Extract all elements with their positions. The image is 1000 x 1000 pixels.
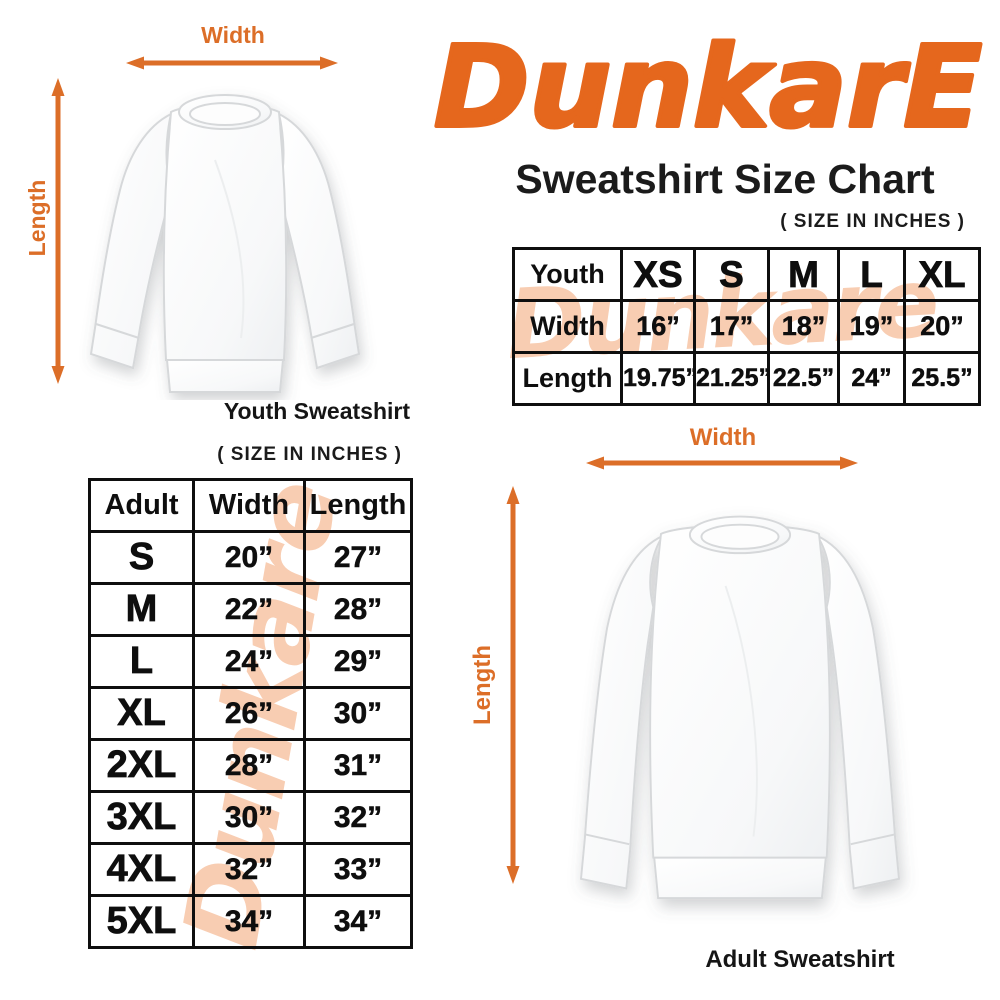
youth-value-cell: 24” <box>837 351 906 406</box>
youth-size-table-body: Youth XS S M L XL Width 16” 17” 18” 19” 20” Length 19… <box>512 247 981 406</box>
adult-size-table-body: Adult Width Length S 20” 27” M 22” 28” L 24” 29” XL 2… <box>88 478 413 949</box>
youth-size-table: Youth XS S M L XL Width 16” 17” 18” 19” 20” Length 19… <box>512 247 981 406</box>
adult-value-cell: 27” <box>303 530 413 585</box>
adult-size-label-cell: XL <box>88 686 195 741</box>
youth-value-cell: 16” <box>620 299 696 354</box>
youth-value-cell: 22.5” <box>767 351 840 406</box>
youth-length-label: Length <box>24 179 50 257</box>
adult-size-label-cell: 4XL <box>88 842 195 897</box>
youth-row-label-cell: Length <box>512 351 623 406</box>
youth-sweatshirt-image <box>89 94 361 393</box>
youth-width-row: Width 16” 17” 18” 19” 20” <box>512 299 981 354</box>
adult-header-cell: Adult <box>88 478 195 533</box>
adult-sweatshirt-image <box>579 515 901 900</box>
adult-sweatshirt-caption: Adult Sweatshirt <box>705 946 895 973</box>
youth-header-row: Youth XS S M L XL <box>512 247 981 302</box>
adult-value-cell: 34” <box>303 894 413 949</box>
adult-length-arrow-icon <box>506 486 520 884</box>
youth-value-cell: 19.75” <box>620 351 696 406</box>
dunkare-logo: DunkarE <box>432 21 984 155</box>
adult-size-row: S 20” 27” <box>88 530 413 585</box>
youth-size-header-cell: M <box>767 247 840 302</box>
adult-size-label-cell: M <box>88 582 195 637</box>
adult-size-row: 4XL 32” 33” <box>88 842 413 897</box>
adult-size-row: 3XL 30” 32” <box>88 790 413 845</box>
youth-sweatshirt-caption: Youth Sweatshirt <box>223 398 410 424</box>
adult-size-row: M 22” 28” <box>88 582 413 637</box>
adult-size-label-cell: 2XL <box>88 738 195 793</box>
adult-value-cell: 26” <box>192 686 306 741</box>
adult-value-cell: 30” <box>192 790 306 845</box>
adult-width-label: Width <box>689 424 757 451</box>
adult-header-cell: Width <box>192 478 306 533</box>
youth-length-row: Length 19.75” 21.25” 22.5” 24” 25.5” <box>512 351 981 406</box>
adult-size-row: 2XL 28” 31” <box>88 738 413 793</box>
adult-value-cell: 28” <box>192 738 306 793</box>
youth-size-header-cell: XL <box>903 247 981 302</box>
youth-width-label: Width <box>201 22 265 48</box>
adult-value-cell: 34” <box>192 894 306 949</box>
youth-value-cell: 17” <box>693 299 770 354</box>
youth-value-cell: 20” <box>903 299 981 354</box>
adult-value-cell: 32” <box>303 790 413 845</box>
adult-size-label-cell: L <box>88 634 195 689</box>
adult-size-label-cell: 5XL <box>88 894 195 949</box>
adult-value-cell: 28” <box>303 582 413 637</box>
adult-value-cell: 30” <box>303 686 413 741</box>
youth-size-header-cell: S <box>693 247 770 302</box>
adult-value-cell: 32” <box>192 842 306 897</box>
youth-value-cell: 18” <box>767 299 840 354</box>
adult-size-row: L 24” 29” <box>88 634 413 689</box>
adult-size-label-cell: 3XL <box>88 790 195 845</box>
adult-size-row: XL 26” 30” <box>88 686 413 741</box>
adult-value-cell: 31” <box>303 738 413 793</box>
youth-value-cell: 25.5” <box>903 351 981 406</box>
adult-size-table: Adult Width Length S 20” 27” M 22” 28” L 24” 29” XL 2… <box>88 478 413 949</box>
youth-size-header-cell: XS <box>620 247 696 302</box>
dunkare-logo-text: DunkarE <box>434 23 982 153</box>
adult-size-label-cell: S <box>88 530 195 585</box>
adult-value-cell: 33” <box>303 842 413 897</box>
adult-length-label: Length <box>469 645 496 725</box>
youth-size-header-cell: L <box>837 247 906 302</box>
adult-value-cell: 20” <box>192 530 306 585</box>
youth-width-arrow-icon <box>126 56 338 70</box>
youth-size-unit-note: ( SIZE IN INCHES ) <box>780 211 965 232</box>
youth-value-cell: 21.25” <box>693 351 770 406</box>
youth-corner-cell: Youth <box>512 247 623 302</box>
adult-value-cell: 29” <box>303 634 413 689</box>
youth-length-arrow-icon <box>51 78 65 384</box>
page-title: Sweatshirt Size Chart <box>515 156 935 202</box>
adult-header-row: Adult Width Length <box>88 478 413 533</box>
adult-value-cell: 22” <box>192 582 306 637</box>
youth-value-cell: 19” <box>837 299 906 354</box>
adult-size-row: 5XL 34” 34” <box>88 894 413 949</box>
youth-row-label-cell: Width <box>512 299 623 354</box>
adult-header-cell: Length <box>303 478 413 533</box>
adult-value-cell: 24” <box>192 634 306 689</box>
adult-size-unit-note: ( SIZE IN INCHES ) <box>217 444 402 465</box>
adult-width-arrow-icon <box>586 456 858 470</box>
